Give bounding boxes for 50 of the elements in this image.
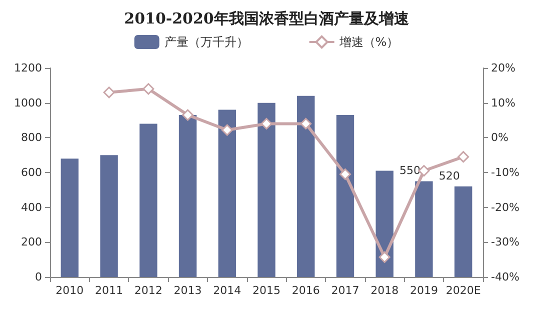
legend-label: 产量（万千升） xyxy=(164,35,248,49)
x-tick-label: 2011 xyxy=(95,284,124,297)
x-tick-label: 2013 xyxy=(174,284,202,297)
y-tick-label: 1000 xyxy=(14,96,42,110)
y-tick-label: 1200 xyxy=(14,62,42,74)
y-tick-label: 600 xyxy=(21,166,42,179)
y2-tick-label: -30% xyxy=(491,236,520,249)
bar xyxy=(218,110,236,277)
bar xyxy=(140,124,158,277)
x-tick-label: 2014 xyxy=(213,284,242,297)
point xyxy=(339,168,351,180)
y-tick-label: 0 xyxy=(35,270,42,284)
bar xyxy=(258,102,276,277)
point xyxy=(182,109,194,121)
x-tick-label: 2012 xyxy=(134,284,162,297)
y2-tick-label: 10% xyxy=(491,96,516,110)
bar xyxy=(336,115,354,277)
x-tick-label: 2017 xyxy=(331,284,360,297)
x-tick-label: 2018 xyxy=(370,284,399,297)
point xyxy=(142,83,154,95)
bar xyxy=(376,170,394,277)
y-tick-label: 400 xyxy=(21,200,42,214)
y2-tick-label: -10% xyxy=(491,166,520,179)
point xyxy=(103,86,115,98)
point xyxy=(260,118,272,130)
chart-title: 2010-2020年我国浓香型白酒产量及增速 xyxy=(124,10,410,28)
data-label: 520 xyxy=(438,169,460,182)
y2-tick-label: -40% xyxy=(491,270,520,284)
bar xyxy=(415,181,433,277)
bar xyxy=(100,155,118,277)
point xyxy=(378,251,390,263)
data-label: 550 xyxy=(399,164,420,178)
y-tick-label: 800 xyxy=(21,131,42,144)
bar xyxy=(60,158,79,277)
x-tick-label: 2019 xyxy=(410,284,438,297)
x-tick-label: 2010 xyxy=(56,284,84,297)
x-tick-label: 2020E xyxy=(446,284,481,297)
point xyxy=(221,124,233,136)
y2-tick-label: 0% xyxy=(491,131,508,144)
bar xyxy=(178,115,197,277)
x-tick-label: 2016 xyxy=(292,284,320,297)
x-tick-label: 2015 xyxy=(252,284,280,297)
point xyxy=(458,151,470,163)
y2-tick-label: 20% xyxy=(491,62,516,74)
y-tick-label: 200 xyxy=(21,236,42,249)
y2-tick-label: -20% xyxy=(491,200,520,214)
bar xyxy=(297,96,315,277)
point xyxy=(300,118,312,130)
bar xyxy=(454,186,472,277)
legend-label: 增速（%） xyxy=(338,35,399,49)
